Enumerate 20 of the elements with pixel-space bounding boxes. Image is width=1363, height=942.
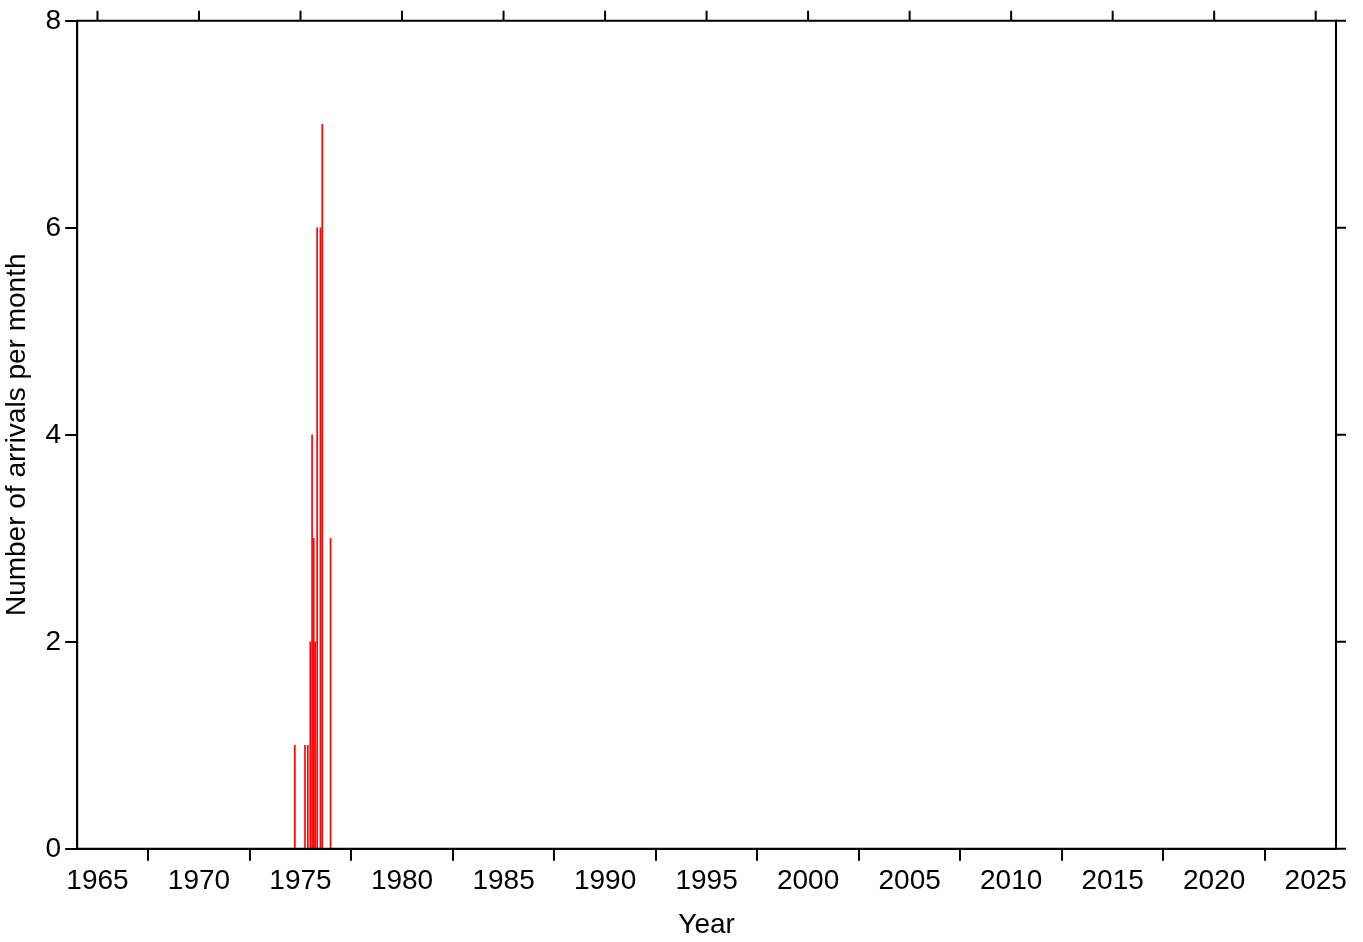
y-tick-label: 4 [45,417,62,449]
x-tick-label: 2005 [878,864,941,896]
x-tick-label: 2010 [979,864,1043,896]
x-tick-label: 1965 [66,864,129,896]
y-tick-label: 2 [45,624,62,656]
x-tick-label: 2020 [1183,864,1246,896]
y-axis-title: Number of arrivals per month [0,253,31,617]
x-tick-label: 1995 [675,864,738,896]
y-tick-label: 6 [45,210,62,242]
x-tick-label: 2025 [1284,864,1347,896]
x-axis-title: Year [678,907,735,939]
x-tick-label: 2015 [1081,864,1144,896]
x-tick-label: 1970 [167,864,231,896]
x-tick-label: 1990 [573,864,637,896]
y-tick-label: 0 [45,831,62,863]
x-tick-label: 1980 [370,864,434,896]
x-tick-label: 2000 [776,864,840,896]
x-tick-label: 1975 [269,864,332,896]
y-tick-label: 8 [45,3,62,35]
x-tick-label: 1985 [472,864,535,896]
